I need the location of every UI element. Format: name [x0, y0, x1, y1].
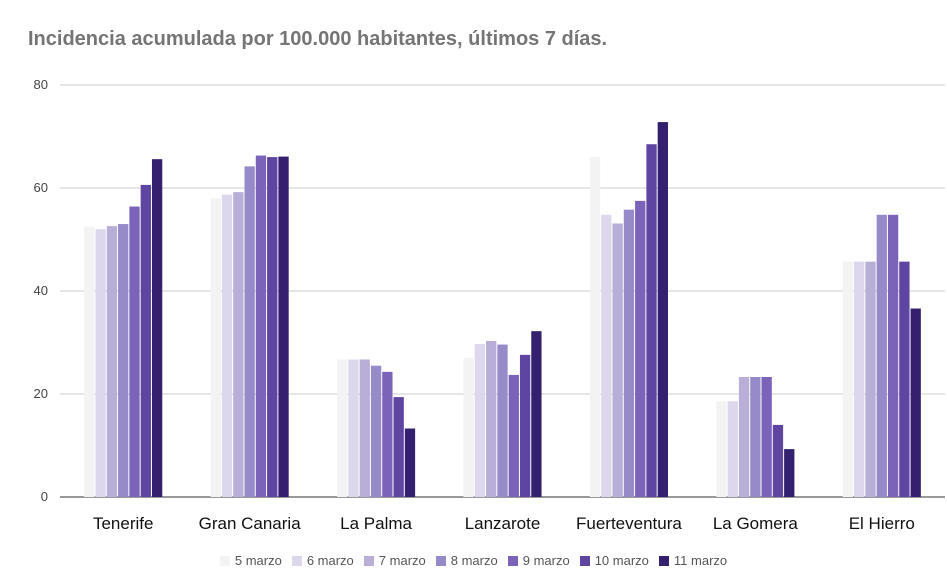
legend-item: 10 marzo [579, 553, 649, 568]
bar [84, 226, 95, 498]
bar [497, 344, 508, 497]
bar [106, 226, 118, 498]
legend-label: 11 marzo [673, 553, 728, 568]
bar [233, 192, 244, 497]
legend-item: 9 marzo [507, 553, 570, 568]
bar [337, 359, 348, 497]
bar [784, 449, 795, 497]
legend-label: 9 marzo [522, 553, 570, 568]
bar [393, 397, 404, 497]
bar [118, 224, 129, 498]
bar [359, 359, 370, 497]
axis-labels: 0 20 40 60 80 Tenerife Gran Canaria La Palma Lan… [34, 77, 915, 533]
bar [876, 214, 887, 497]
legend-swatch [658, 555, 669, 566]
legend-swatch [291, 555, 302, 566]
bar [716, 401, 727, 497]
legend-swatch [219, 555, 230, 566]
legend-item: 6 marzo [291, 553, 354, 568]
bar [210, 198, 221, 498]
bar [750, 377, 761, 497]
bar [910, 308, 921, 497]
bar [244, 166, 255, 497]
chart-title: Incidencia acumulada por 100.000 habitan… [28, 28, 608, 50]
bar [129, 206, 140, 498]
bar [635, 200, 646, 498]
bar [772, 424, 784, 497]
legend-item: 11 marzo [658, 553, 728, 568]
bar-chart: 0 20 40 60 80 Tenerife Gran Canaria La Palma Lan… [34, 77, 945, 533]
bar [738, 377, 750, 497]
legend-swatch [435, 555, 446, 566]
bar [348, 359, 359, 497]
bar [865, 261, 876, 497]
bar [601, 214, 612, 497]
bar [899, 261, 910, 497]
bar [255, 155, 267, 497]
bar [382, 371, 393, 497]
bar [140, 184, 151, 497]
legend-label: 7 marzo [378, 553, 426, 568]
bar [531, 331, 542, 497]
bar [761, 377, 772, 497]
bar [370, 365, 382, 497]
y-tick-label: 80 [34, 77, 48, 92]
x-category-label: La Palma [340, 514, 412, 533]
legend-item: 8 marzo [435, 553, 498, 568]
bar [887, 214, 899, 497]
x-category-label: La Gomera [713, 514, 799, 533]
bar [842, 261, 854, 497]
bar [486, 340, 497, 497]
legend-item: 7 marzo [363, 553, 426, 568]
legend: 5 marzo 6 marzo 7 marzo 8 marzo 9 marzo 10 ma… [0, 553, 947, 568]
bar [623, 209, 635, 497]
bar [657, 122, 668, 497]
bar [278, 156, 289, 497]
bar [612, 223, 623, 497]
bar [267, 157, 278, 497]
y-tick-label: 0 [41, 489, 48, 504]
legend-label: 5 marzo [234, 553, 282, 568]
legend-swatch [579, 555, 590, 566]
x-category-label: Tenerife [93, 514, 153, 533]
x-category-label: Lanzarote [465, 514, 541, 533]
bar [646, 144, 657, 498]
legend-item: 5 marzo [219, 553, 282, 568]
x-category-label: Fuerteventura [576, 514, 682, 533]
legend-label: 8 marzo [450, 553, 498, 568]
y-tick-label: 40 [34, 283, 48, 298]
y-tick-label: 60 [34, 180, 48, 195]
bar [727, 401, 738, 497]
bar [404, 428, 416, 497]
x-category-label: Gran Canaria [199, 514, 302, 533]
bar [95, 229, 106, 497]
bar [854, 261, 865, 497]
bar [151, 159, 163, 497]
y-tick-label: 20 [34, 386, 48, 401]
legend-swatch [363, 555, 374, 566]
bar [589, 157, 601, 497]
bar [508, 374, 519, 497]
legend-label: 10 marzo [594, 553, 649, 568]
bar [519, 354, 531, 497]
bar [463, 357, 474, 497]
bar [221, 194, 233, 497]
legend-label: 6 marzo [306, 553, 354, 568]
bars [84, 122, 921, 498]
x-category-label: El Hierro [849, 514, 915, 533]
legend-swatch [507, 555, 518, 566]
bar [474, 344, 486, 497]
